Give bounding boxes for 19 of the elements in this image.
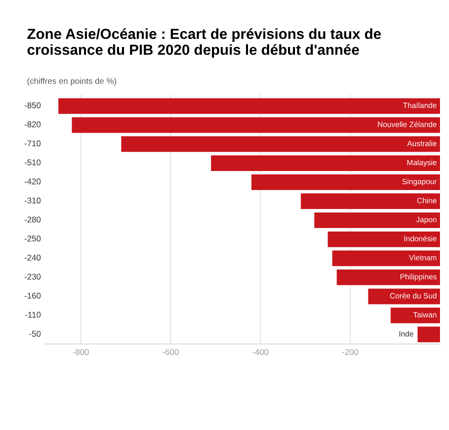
data-label: -310 (24, 198, 41, 204)
data-label: -710 (24, 140, 41, 146)
data-label: -820 (24, 121, 41, 128)
x-tick-label: -800 (72, 349, 89, 355)
data-label: -850 (24, 102, 41, 108)
data-label: -240 (24, 254, 41, 261)
x-tick-label: -600 (162, 349, 179, 355)
data-label: -230 (24, 274, 41, 280)
x-tick-label: -400 (252, 349, 268, 355)
data-label: -160 (24, 292, 41, 299)
data-label: -110 (25, 312, 41, 318)
data-label: -510 (24, 159, 41, 166)
data-label: -50 (29, 330, 41, 337)
x-tick-label: -200 (342, 349, 358, 355)
chart-title: Zone Asie/Océanie : Ecart de prévisions du taux de croissance du PIB 2020 depuis le début d'année (27, 28, 381, 58)
data-label: -280 (24, 216, 41, 222)
data-label: -250 (24, 236, 41, 242)
chart-subtitle: (chiffres en points de %) (27, 78, 116, 86)
data-label: -420 (24, 178, 41, 184)
